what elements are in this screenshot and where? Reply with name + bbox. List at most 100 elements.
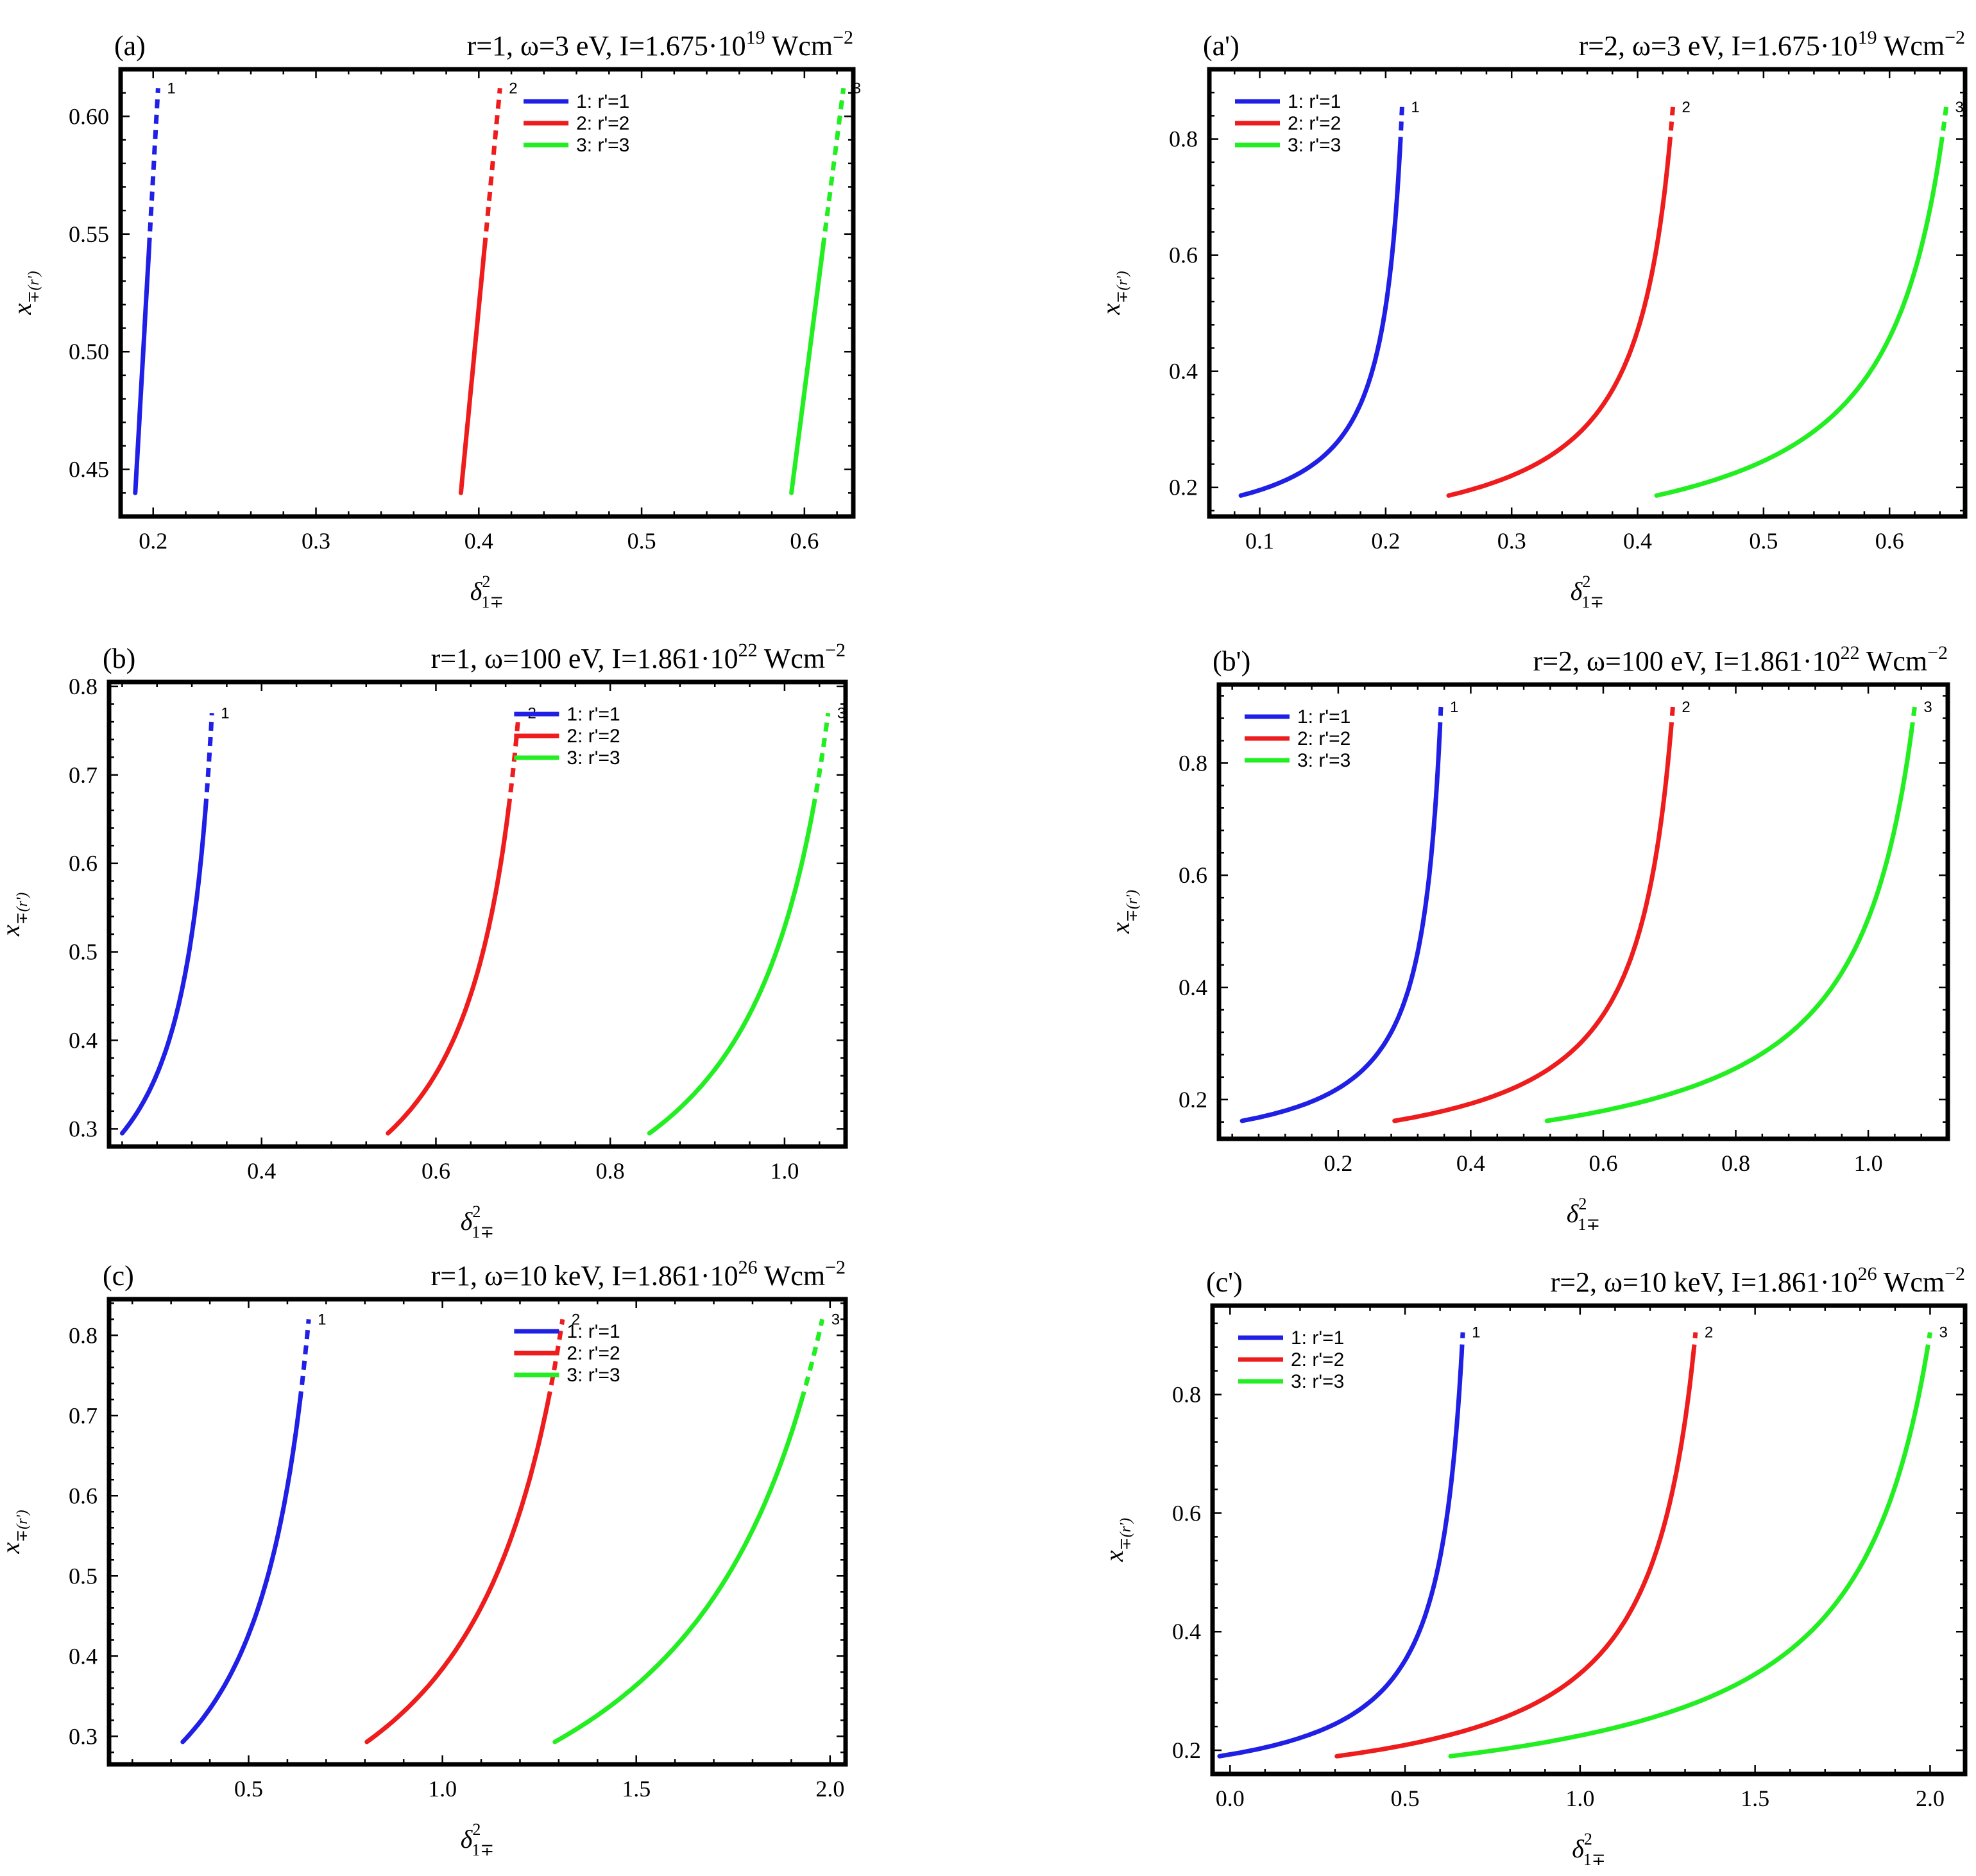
legend-entry-1: 1: r'=1	[1291, 1327, 1344, 1349]
title-unit-exponent: −2	[825, 1257, 846, 1278]
x-label-sub: 1∓	[472, 1841, 494, 1859]
y-tick-label: 0.4	[1169, 359, 1198, 384]
chart-title: r=2, ω=100 eV, I=1.861·1022 Wcm−2	[1533, 642, 1948, 677]
curve-label-3: 3	[1939, 1324, 1947, 1342]
series-dash-1	[298, 1318, 311, 1401]
y-label-sub: ∓(r')	[26, 271, 42, 303]
x-tick-label: 2.0	[1916, 1786, 1945, 1811]
chart-title: r=2, ω=10 keV, I=1.861·1026 Wcm−2	[1551, 1263, 1965, 1298]
title-main: r=2, ω=100 eV, I=1.861·10	[1533, 645, 1841, 677]
x-tick-label: 1.0	[428, 1776, 457, 1802]
y-tick-label: 0.4	[1172, 1619, 1201, 1644]
x-tick-label: 0.0	[1216, 1786, 1245, 1811]
curve-label-2: 2	[509, 80, 517, 97]
title-unit: Wcm	[765, 30, 833, 62]
series-line-3	[789, 244, 826, 495]
chart-panel-c: 1 2 3 0.5 1.0 1.5 2.0 0.3 0.4 0.5 0.6 0.7 0.8 (c) r=1,…	[0, 1257, 848, 1859]
title-unit: Wcm	[1877, 30, 1945, 62]
curve-label-1: 1	[167, 80, 175, 97]
y-axis-label: x∓(r')	[8, 271, 42, 315]
y-tick-label: 0.6	[1169, 243, 1198, 268]
x-label-main: δ	[470, 577, 483, 606]
y-tick-label: 0.45	[69, 457, 109, 482]
series-dash-3	[1924, 1332, 1932, 1354]
chart-panel-b-prime: 1 2 3 0.2 0.4 0.6 0.8 1.0 0.2 0.4 0.6 0.8 (b') r=2, ω…	[1106, 642, 1950, 1234]
series-line-2	[364, 1398, 551, 1744]
y-tick-label: 0.60	[69, 103, 109, 129]
x-axis-label: δ2 1∓	[1572, 1830, 1605, 1869]
y-tick-label: 0.8	[1169, 126, 1198, 152]
title-unit-exponent: −2	[833, 27, 853, 48]
legend-entry-3: 3: r'=3	[1288, 135, 1341, 156]
plot-frame	[1210, 1303, 1968, 1777]
series-line-3	[647, 805, 816, 1136]
y-axis-label: x∓(r')	[1096, 271, 1131, 315]
legend-entry-1: 1: r'=1	[566, 704, 620, 725]
curve-label-1: 1	[1411, 99, 1419, 116]
series-group	[133, 87, 846, 495]
series-dash-3	[1909, 706, 1917, 732]
plot-frame	[1216, 682, 1950, 1141]
y-label-sub: ∓(r')	[1124, 890, 1141, 923]
series-line-1	[133, 244, 151, 495]
title-exponent: 19	[746, 27, 765, 48]
x-tick-label: 0.3	[1497, 528, 1526, 554]
chart-panel-b: 1230.40.60.81.00.30.40.50.60.70.8(b)r=1,…	[0, 640, 848, 1241]
y-tick-label: 0.5	[69, 939, 98, 965]
y-axis-label: x∓(r')	[0, 892, 31, 937]
y-tick-label: 0.4	[1179, 975, 1207, 1000]
x-label-main: δ	[1567, 1199, 1580, 1228]
y-tick-label: 0.2	[1169, 475, 1198, 500]
series-line-2	[458, 244, 487, 495]
title-unit: Wcm	[1877, 1266, 1945, 1298]
y-tick-label: 0.3	[69, 1723, 98, 1749]
x-tick-label: 0.8	[1721, 1150, 1750, 1176]
legend-entry-2: 2: r'=2	[566, 1343, 620, 1364]
y-label-sub: ∓(r')	[14, 1510, 31, 1542]
y-tick-label: 0.7	[69, 762, 98, 788]
title-exponent: 26	[1858, 1263, 1877, 1284]
x-label-sup: 2	[472, 1820, 481, 1839]
y-tick-label: 0.6	[1172, 1500, 1201, 1526]
x-label-sup: 2	[472, 1202, 481, 1221]
x-tick-label: 0.4	[1456, 1150, 1485, 1176]
series-dash-1	[203, 713, 214, 808]
y-label-sub: ∓(r')	[1114, 271, 1131, 303]
x-label-main: δ	[461, 1825, 473, 1854]
x-tick-label: 1.5	[1741, 1786, 1769, 1811]
y-axis-label: x∓(r')	[0, 1510, 31, 1554]
y-tick-label: 0.8	[69, 1322, 98, 1348]
panel-label: (a)	[114, 30, 146, 62]
y-tick-label: 0.3	[69, 1116, 98, 1141]
x-tick-label: 1.0	[1565, 1786, 1594, 1811]
plot-frame	[106, 679, 848, 1149]
curve-label-3: 3	[1923, 699, 1932, 716]
x-label-main: δ	[1571, 577, 1583, 606]
chart-title: r=1, ω=3 eV, I=1.675·1019 Wcm−2	[467, 27, 853, 62]
x-label-sup: 2	[1578, 1195, 1587, 1213]
legend-entry-3: 3: r'=3	[1297, 750, 1350, 771]
series-line-3	[1544, 729, 1914, 1123]
curve-label-1: 1	[318, 1311, 326, 1328]
curve-label-1: 1	[1472, 1324, 1480, 1342]
x-label-main: δ	[1572, 1834, 1585, 1863]
series-group	[180, 1318, 825, 1744]
x-tick-label: 0.4	[1623, 528, 1652, 554]
y-label-sub: ∓(r')	[14, 892, 31, 925]
y-label-main: x	[0, 1542, 25, 1555]
title-exponent: 26	[738, 1257, 758, 1278]
legend-entry-2: 2: r'=2	[1288, 113, 1341, 134]
x-label-sub: 1∓	[481, 593, 504, 611]
x-label-sub: 1∓	[1578, 1215, 1600, 1234]
chart-title: r=1, ω=10 keV, I=1.861·1026 Wcm−2	[431, 1257, 846, 1292]
y-tick-label: 0.5	[69, 1563, 98, 1589]
legend-entry-3: 3: r'=3	[576, 135, 629, 156]
series-dash-2	[1668, 706, 1675, 731]
legend-entry-3: 3: r'=3	[1291, 1371, 1344, 1392]
title-unit: Wcm	[758, 643, 826, 674]
title-unit-exponent: −2	[1927, 642, 1948, 663]
chart-panel-a-prime: 1 2 3 0.1 0.2 0.3 0.4 0.5 0.6 0.2 0.4 0.6 0.8 (a') r=2…	[1096, 27, 1968, 611]
x-tick-label: 0.5	[1749, 528, 1778, 554]
y-label-sub: ∓(r')	[1118, 1518, 1134, 1551]
